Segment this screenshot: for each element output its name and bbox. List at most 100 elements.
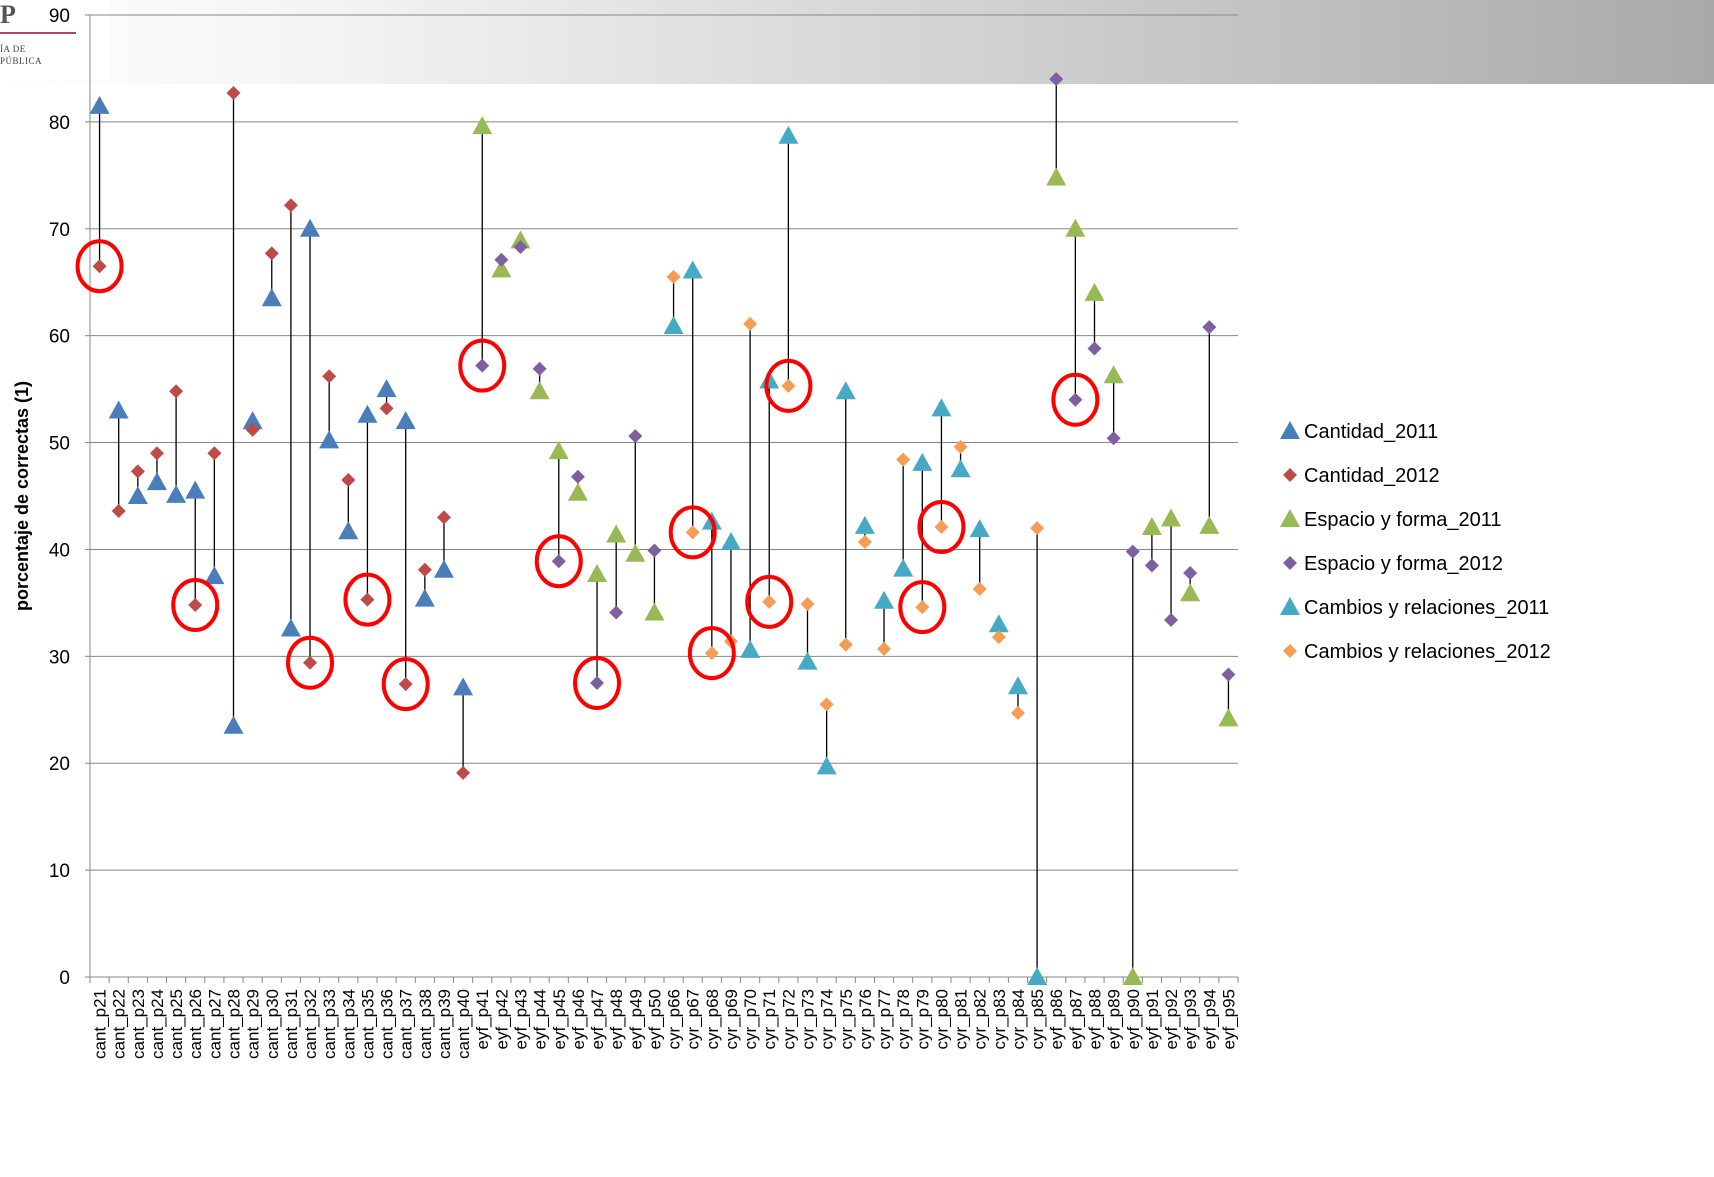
triangle-marker: [835, 381, 856, 400]
triangle-marker: [223, 715, 244, 734]
x-category-label: eyf_p47: [588, 989, 607, 1050]
diamond-marker: [379, 401, 394, 416]
triangle-marker: [1122, 967, 1143, 985]
triangle-marker: [1046, 167, 1067, 186]
triangle-marker: [376, 379, 397, 398]
diamond-marker: [130, 464, 145, 479]
x-category-label: eyf_p41: [473, 989, 492, 1050]
x-category-label: cant_p32: [301, 989, 320, 1059]
triangle-marker: [472, 116, 493, 135]
diamond-marker: [685, 525, 700, 540]
diamond-marker: [494, 252, 509, 267]
triangle-marker: [854, 515, 875, 534]
diamond-marker: [647, 543, 662, 558]
diamond-marker: [762, 594, 777, 609]
triangle-marker: [950, 459, 971, 478]
diamond-marker: [915, 600, 930, 615]
triangle-marker: [280, 618, 301, 637]
x-category-label: cant_p23: [129, 989, 148, 1059]
x-category-label: cant_p33: [320, 989, 339, 1059]
y-tick-label: 20: [49, 754, 70, 775]
triangle-marker: [1103, 365, 1124, 384]
x-category-label: eyf_p95: [1219, 989, 1238, 1050]
x-category-label: cyr_p77: [875, 989, 894, 1049]
y-tick-label: 60: [49, 327, 70, 348]
logo-line-2: PÚBLICA: [0, 56, 43, 66]
logo: P ÍA DE PÚBLICA: [0, 0, 110, 80]
triangle-marker: [146, 472, 167, 491]
diamond-marker: [188, 598, 203, 613]
triangle-marker: [759, 370, 780, 389]
x-category-label: eyf_p91: [1143, 989, 1162, 1050]
triangle-marker: [1180, 583, 1201, 602]
diamond-marker: [838, 637, 853, 652]
triangle-marker: [433, 559, 454, 578]
highlight-circle: [286, 635, 335, 690]
y-tick-label: 0: [59, 968, 70, 989]
x-category-label: eyf_p87: [1066, 989, 1085, 1050]
x-category-label: cyr_p67: [684, 989, 703, 1049]
triangle-marker: [127, 486, 148, 504]
diamond-marker: [360, 592, 375, 607]
diamond-marker: [92, 259, 107, 274]
x-category-label: eyf_p93: [1181, 989, 1200, 1050]
diamond-marker: [207, 446, 222, 461]
x-category-labels: cant_p21 cant_p22 cant_p23 cant_p24 cant_p25…: [91, 989, 1239, 1059]
triangle-marker: [1161, 508, 1182, 527]
diamond-marker: [590, 676, 605, 691]
triangle-marker: [395, 411, 416, 430]
diamond-marker: [1010, 705, 1025, 720]
x-category-label: cant_p37: [397, 989, 416, 1059]
x-category-label: eyf_p44: [531, 989, 550, 1050]
x-category-label: cyr_p78: [894, 989, 913, 1049]
x-category-label: cyr_p71: [760, 989, 779, 1049]
x-category-label: cant_p29: [244, 989, 263, 1059]
x-category-label: cyr_p75: [837, 989, 856, 1049]
diamond-marker: [743, 316, 758, 331]
diamond-marker: [417, 562, 432, 577]
diamond-marker: [1049, 72, 1064, 87]
highlight-circle: [764, 358, 813, 413]
diamond-marker: [149, 446, 164, 461]
diamond-marker: [1087, 341, 1102, 356]
y-tick-labels: 0 10 20 30 40 50 60 70 80 90: [49, 6, 70, 989]
legend-marker: [1280, 597, 1300, 615]
triangle-marker: [166, 484, 187, 503]
x-category-label: eyf_p48: [607, 989, 626, 1050]
triangle-marker: [720, 531, 741, 550]
triangle-marker: [625, 543, 646, 562]
diamond-marker: [303, 655, 318, 670]
diamond-marker: [226, 86, 241, 101]
x-category-label: eyf_p89: [1105, 989, 1124, 1050]
x-category-label: cant_p38: [416, 989, 435, 1059]
diamond-marker: [1125, 544, 1140, 559]
legend-label: Cambios y relaciones_2011: [1304, 597, 1549, 619]
triangle-marker: [319, 430, 340, 449]
diamond-marker: [1144, 558, 1159, 573]
triangle-marker: [663, 316, 684, 335]
legend-label: Espacio y forma_2012: [1304, 553, 1503, 575]
legend-marker: [1280, 509, 1300, 527]
triangle-marker: [893, 558, 914, 577]
x-category-label: cyr_p79: [913, 989, 932, 1049]
logo-rule: [0, 32, 76, 34]
diamond-marker: [169, 384, 184, 399]
triangle-marker: [1084, 282, 1105, 301]
diamond-marker: [398, 677, 413, 692]
diamond-marker: [1221, 667, 1236, 682]
x-category-label: cant_p34: [339, 989, 358, 1059]
triangle-marker: [357, 404, 378, 423]
x-category-label: cant_p24: [148, 989, 167, 1059]
legend-label: Cantidad_2011: [1304, 421, 1438, 443]
diamond-marker: [111, 503, 126, 518]
x-category-label: cyr_p74: [818, 989, 837, 1049]
x-category-label: cant_p26: [186, 989, 205, 1059]
header-banner: [0, 0, 1714, 84]
triangle-marker: [912, 452, 933, 471]
logo-line-1: ÍA DE: [0, 44, 26, 54]
diamond-marker: [513, 239, 528, 254]
x-category-label: cant_p36: [378, 989, 397, 1059]
x-category-label: cant_p28: [225, 989, 244, 1059]
x-category-label: cant_p25: [167, 989, 186, 1059]
